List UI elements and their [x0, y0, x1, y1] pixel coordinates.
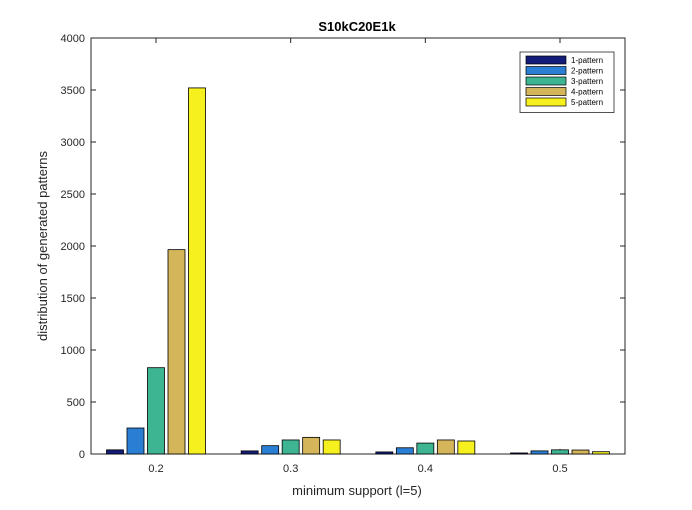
bar-3-pattern-0.2 [147, 367, 165, 455]
x-axis-label: minimum support (l=5) [292, 483, 422, 498]
y-tick-label: 1500 [61, 293, 85, 305]
legend-label: 1-pattern [571, 56, 603, 65]
bar-4-pattern-0.4 [436, 439, 455, 455]
y-tick-label: 3000 [61, 137, 85, 149]
bar-1-pattern-0.5 [510, 452, 528, 455]
bar-5-pattern-0.2 [188, 87, 206, 455]
bar-2-pattern-0.2 [126, 427, 145, 455]
y-tick-label: 2000 [61, 241, 85, 253]
bar-2-pattern-0.5 [530, 450, 549, 455]
plot-area: 0 500 1000 1500 2000 2500 3000 3500 4000 0.2 0.3 0.… [61, 33, 626, 475]
bar-4-pattern-0.2 [167, 249, 186, 455]
legend-label: 3-pattern [571, 77, 603, 86]
bar-2-pattern-0.3 [261, 445, 280, 455]
bar-5-pattern-0.4 [457, 440, 476, 455]
bar-5-pattern-0.5 [592, 451, 610, 455]
bar-3-pattern-0.5 [551, 449, 569, 455]
y-tick-label: 1000 [61, 345, 85, 357]
chart-title: S10kC20E1k [318, 19, 396, 34]
y-tick-label: 3500 [61, 85, 85, 97]
bar-4-pattern-0.3 [302, 436, 321, 455]
bar-1-pattern-0.3 [240, 450, 259, 455]
bar-4-pattern-0.5 [571, 449, 590, 455]
bar-1-pattern-0.2 [106, 449, 124, 455]
legend-swatch [525, 97, 567, 107]
legend-swatch [525, 87, 567, 96]
bar-3-pattern-0.4 [416, 442, 435, 455]
legend-label: 2-pattern [571, 67, 603, 76]
legend-swatch [525, 66, 567, 75]
legend-label: 4-pattern [571, 88, 603, 97]
y-tick-label: 2500 [61, 189, 85, 201]
x-tick-label: 0.5 [552, 463, 567, 475]
x-tick-label: 0.4 [418, 463, 433, 475]
x-tick-label: 0.2 [148, 463, 163, 475]
bar-2-pattern-0.4 [395, 447, 414, 455]
y-tick-label: 500 [67, 397, 85, 409]
x-tick-label: 0.3 [283, 463, 298, 475]
legend-swatch [525, 76, 567, 86]
legend-swatch [525, 55, 567, 65]
bar-5-pattern-0.3 [322, 439, 341, 455]
y-tick-label: 4000 [61, 33, 85, 45]
legend-label: 5-pattern [571, 98, 603, 107]
y-axis-label: distribution of generated patterns [35, 150, 50, 341]
y-tick-label: 0 [79, 449, 85, 461]
bar-1-pattern-0.4 [375, 451, 394, 455]
bar-3-pattern-0.3 [281, 439, 300, 455]
